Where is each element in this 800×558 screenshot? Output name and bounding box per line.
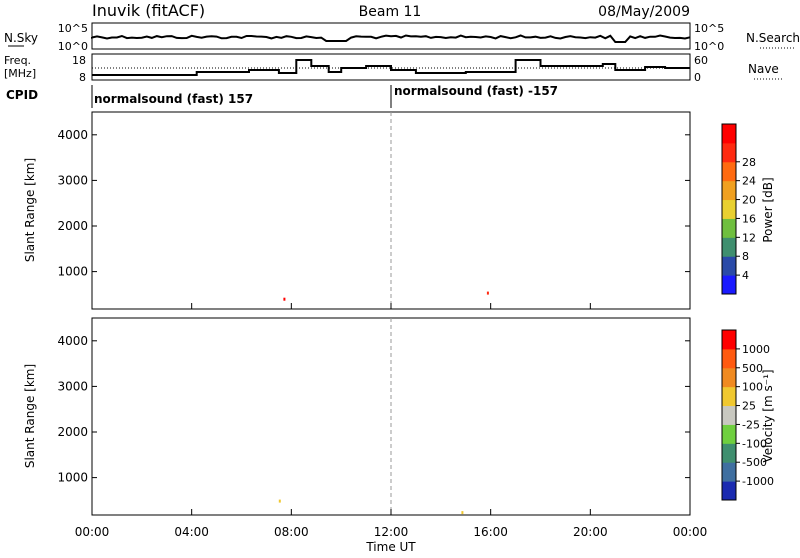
colorbar-tick-label: 20 [742, 194, 756, 207]
colorbar-frame [721, 329, 737, 501]
nave-tick-bottom: 0 [694, 71, 701, 84]
power-data-layer [283, 291, 489, 301]
x-tick-label: 16:00 [473, 525, 508, 539]
colorbar-swatch [722, 462, 736, 482]
colorbar-swatch [722, 405, 736, 425]
cpid-label: CPID [6, 88, 38, 102]
nsky-label: N.Sky [4, 31, 38, 45]
y-tick-label: 4000 [57, 128, 88, 142]
nsearch-tick-bottom: 10^0 [694, 40, 724, 53]
cpid-segment-1: normalsound (fast) 157 [94, 92, 253, 106]
velocity-xlabel: Time UT [365, 540, 416, 554]
colorbar-tick-label: 12 [742, 231, 756, 244]
velocity-colorbar: 1000 500 100 25 -25 -100 -500 -1000 [721, 329, 774, 501]
colorbar-tick-label: 100 [742, 381, 763, 394]
power-ylabel: Slant Range [km] [23, 158, 37, 262]
nave-label: Nave [748, 62, 779, 76]
cpid-segment-2: normalsound (fast) -157 [394, 84, 558, 98]
colorbar-tick-label: -100 [742, 437, 767, 450]
x-tick-label: 12:00 [374, 525, 409, 539]
power-colorbar-label: Power [dB] [761, 177, 775, 242]
date-title: 08/May/2009 [598, 4, 690, 20]
nsky-strip: N.Sky 10^5 10^0 10^5 10^0 N.Search [4, 22, 800, 53]
velocity-y-axis: 1000 2000 3000 4000 [57, 334, 690, 485]
velocity-x-axis: 00:00 04:00 08:00 12:00 16:00 20:00 00:00 [75, 509, 708, 539]
freq-trace [92, 59, 690, 76]
colorbar-tick-label: 500 [742, 362, 763, 375]
colorbar-swatch [722, 367, 736, 388]
velocity-colorbar-label: Velocity [m s⁻¹] [761, 369, 775, 462]
colorbar-swatch [722, 161, 736, 182]
y-tick-label: 1000 [57, 471, 88, 485]
nave-tick-top: 60 [694, 54, 708, 67]
freq-label-1: Freq. [4, 54, 31, 67]
colorbar-tick-label: -500 [742, 456, 767, 469]
nsky-tick-bottom: 10^0 [58, 40, 88, 53]
colorbar-swatch [722, 481, 736, 501]
y-tick-label: 3000 [57, 173, 88, 187]
cpid-strip: CPID normalsound (fast) 157 normalsound … [6, 84, 558, 108]
freq-strip: Freq. [MHz] 18 8 60 0 Nave [4, 53, 782, 84]
colorbar-tick-label: 4 [742, 269, 749, 282]
x-tick-label: 04:00 [174, 525, 209, 539]
colorbar-tick-label: 24 [742, 175, 756, 188]
y-tick-label: 4000 [57, 334, 88, 348]
colorbar-swatch [722, 124, 736, 144]
colorbar-swatch [722, 348, 736, 369]
velocity-panel: 1000 2000 3000 4000 00:00 04:00 08:00 12:00 16:… [23, 317, 775, 554]
colorbar-tick-label: 1000 [742, 343, 770, 356]
colorbar-swatch [722, 218, 736, 238]
y-tick-label: 1000 [57, 265, 88, 279]
x-tick-label: 08:00 [274, 525, 309, 539]
power-y-axis: 1000 2000 3000 4000 [57, 128, 690, 279]
freq-tick-top: 18 [72, 54, 86, 67]
nsky-trace [91, 34, 691, 43]
colorbar-swatch [722, 180, 736, 201]
x-tick-label: 20:00 [573, 525, 608, 539]
y-tick-label: 2000 [57, 219, 88, 233]
station-title: Inuvik (fitACF) [92, 1, 205, 20]
power-colorbar: 4 8 12 16 20 24 28 [721, 123, 756, 295]
colorbar-swatch [722, 443, 736, 463]
velocity-ylabel: Slant Range [km] [23, 364, 37, 468]
colorbar-swatch [722, 237, 736, 257]
power-x-ticks [91, 303, 691, 309]
velocity-data-layer [278, 499, 464, 515]
power-panel: 1000 2000 3000 4000 Slant Range [km] 4 8 12 16… [23, 111, 775, 310]
colorbar-tick-label: 28 [742, 156, 756, 169]
colorbar-frame [721, 123, 737, 295]
colorbar-swatch [722, 199, 736, 219]
colorbar-swatch [722, 424, 736, 444]
nsky-tick-top: 10^5 [58, 22, 88, 35]
beam-title: Beam 11 [359, 4, 422, 20]
colorbar-tick-label: -25 [742, 418, 760, 431]
nsky-strip-frame [91, 22, 691, 50]
colorbar-swatch [722, 142, 736, 163]
colorbar-tick-label: -1000 [742, 475, 774, 488]
colorbar-swatch [722, 386, 736, 407]
nsearch-tick-top: 10^5 [694, 22, 724, 35]
colorbar-swatch [722, 275, 736, 295]
colorbar-swatch [722, 256, 736, 276]
colorbar-tick-label: 8 [742, 250, 749, 263]
colorbar-tick-label: 25 [742, 400, 756, 413]
x-tick-label: 00:00 [673, 525, 708, 539]
freq-label-2: [MHz] [4, 67, 36, 80]
freq-tick-bottom: 8 [79, 71, 86, 84]
y-tick-label: 3000 [57, 379, 88, 393]
x-tick-label: 00:00 [75, 525, 110, 539]
nsearch-label: N.Search [746, 31, 800, 45]
colorbar-swatch [722, 330, 736, 350]
y-tick-label: 2000 [57, 425, 88, 439]
colorbar-tick-label: 16 [742, 212, 756, 225]
